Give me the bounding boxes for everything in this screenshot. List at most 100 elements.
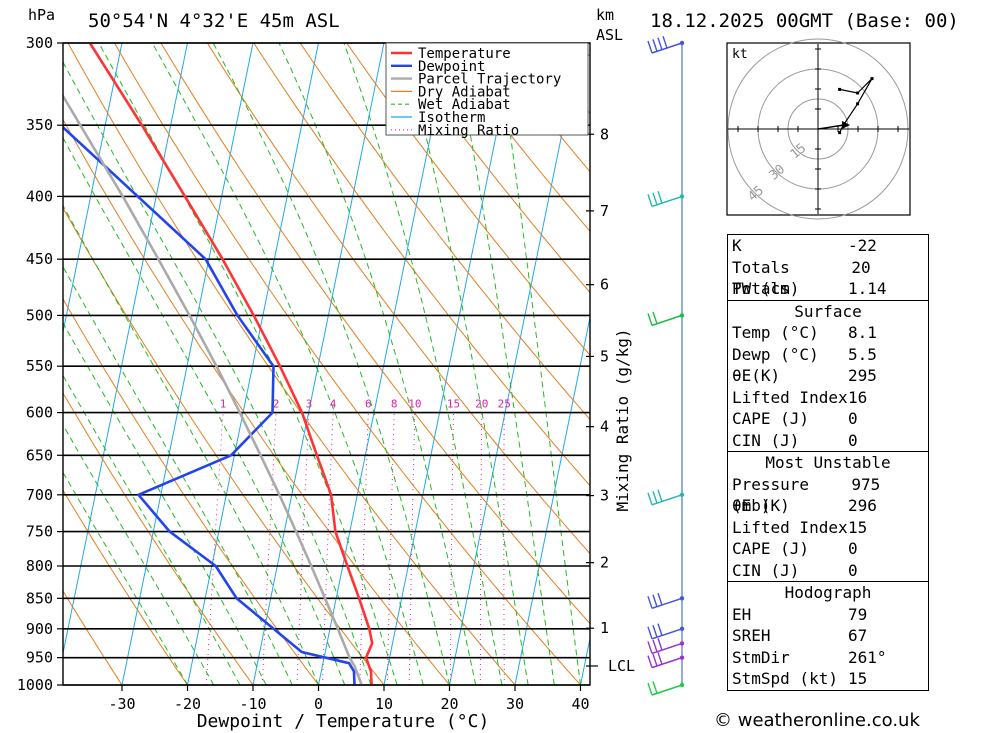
dry-adiabat-line xyxy=(299,43,590,421)
isotherm-line xyxy=(121,43,254,685)
mixing-ratio-line xyxy=(449,412,454,685)
mu-row: CAPE (J) 0 xyxy=(732,539,858,558)
mixing-ratio-label: 8 xyxy=(391,398,398,411)
hpa-unit: hPa xyxy=(28,6,56,24)
mixing-ratio-axis-label: Mixing Ratio (g/kg) xyxy=(613,328,632,511)
isotherm-line xyxy=(449,43,581,685)
most-unstable-title: Most Unstable xyxy=(728,451,928,474)
legend-entry: Mixing Ratio xyxy=(418,123,519,139)
index-k-row: K -22 xyxy=(732,236,877,255)
km-tick-label: 8 xyxy=(600,125,609,143)
surface-row: θE(K) 295 xyxy=(732,366,877,385)
pressure-tick-label: 400 xyxy=(26,187,53,205)
mixing-ratio-label: 15 xyxy=(447,398,460,411)
wind-barb xyxy=(647,35,685,54)
x-tick-label: 20 xyxy=(440,695,458,713)
dry-adiabat-line xyxy=(63,206,385,685)
mixing-ratio-label: 2 xyxy=(273,398,280,411)
pressure-tick-label: 900 xyxy=(26,620,53,638)
hodograph-point xyxy=(838,131,842,135)
credit-text[interactable]: © weatheronline.co.uk xyxy=(714,710,920,731)
mixing-ratio-label: 1 xyxy=(220,398,227,411)
mixing-ratio-line xyxy=(261,412,277,685)
location-title: 50°54'N 4°32'E 45m ASL xyxy=(88,10,340,32)
surface-row: Dewp (°C) 5.5 xyxy=(732,344,877,364)
mixing-ratio-label: 3 xyxy=(306,398,313,411)
x-tick-label: -20 xyxy=(174,695,201,713)
km-tick-label: 6 xyxy=(600,276,609,294)
surface-row: Temp (°C) 8.1 xyxy=(732,323,877,342)
mixing-ratio-label: 25 xyxy=(498,398,511,411)
hodograph-point xyxy=(841,123,845,127)
km-tick-label: 3 xyxy=(600,487,609,505)
hodograph-unit: kt xyxy=(732,47,748,62)
pressure-tick-label: 550 xyxy=(26,357,53,375)
km-tick-label: 1 xyxy=(600,619,609,637)
hodograph-arrowhead xyxy=(842,121,850,129)
dry-adiabat-line xyxy=(67,43,516,685)
dry-adiabat-line xyxy=(392,43,590,294)
dry-adiabat-line xyxy=(439,43,590,233)
wet-adiabat-line xyxy=(151,43,424,685)
legend-entry: Wet Adiabat xyxy=(418,97,511,113)
legend-entry: Dewpoint xyxy=(418,59,485,75)
pressure-tick-label: 950 xyxy=(26,649,53,667)
pressure-tick-label: 350 xyxy=(26,116,53,134)
wind-barb xyxy=(647,652,685,669)
hodo-row: EH 79 xyxy=(732,604,868,624)
index-pw-row: PW (cm) 1.14 xyxy=(732,279,887,298)
dry-adiabat-line xyxy=(63,489,188,685)
isotherm-line xyxy=(252,43,385,685)
indices-table: K -22 Totals Totals 20 PW (cm) 1.14 Surface… xyxy=(727,234,929,691)
km-unit: km xyxy=(596,6,615,24)
x-tick-label: 0 xyxy=(314,695,323,713)
mu-row: Pressure (mb) 975 xyxy=(732,474,881,516)
temperature-curve xyxy=(88,43,374,685)
pressure-tick-label: 300 xyxy=(26,34,53,52)
dry-adiabat-line xyxy=(950,43,1000,685)
pressure-tick-label: 600 xyxy=(26,404,53,422)
km-tick-label: 4 xyxy=(600,418,609,436)
mixing-ratio-line xyxy=(359,412,369,685)
wind-barb xyxy=(647,489,685,506)
wind-barb xyxy=(647,623,685,640)
x-tick-label: 40 xyxy=(571,695,589,713)
pressure-tick-label: 1000 xyxy=(17,676,53,694)
asl-unit: ASL xyxy=(596,26,624,44)
hodograph-point xyxy=(838,87,842,91)
dry-adiabat-line xyxy=(63,590,123,685)
mixing-ratio-label: 6 xyxy=(365,398,372,411)
dry-adiabat-line xyxy=(346,43,590,356)
km-tick-label: 5 xyxy=(600,347,609,365)
km-tick-label: 7 xyxy=(600,202,609,220)
x-tick-label: 10 xyxy=(375,695,393,713)
surface-row: Lifted Index 16 xyxy=(732,387,868,407)
legend-entry: Parcel Trajectory xyxy=(418,72,561,88)
hodograph-storm-motion xyxy=(817,124,845,130)
hodo-row: SREH 67 xyxy=(732,626,868,645)
isotherm-line xyxy=(187,43,319,685)
hodo-row: StmSpd (kt) 15 xyxy=(732,669,868,688)
isotherm-line xyxy=(383,43,516,685)
plot-frame xyxy=(62,42,591,686)
x-tick-label: -30 xyxy=(108,695,135,713)
index-totals-row: Totals Totals 20 xyxy=(732,257,871,299)
wet-adiabat-line xyxy=(63,204,319,685)
wind-barb xyxy=(647,681,685,696)
mu-row: θE (K) 296 xyxy=(732,496,877,515)
parcel-trajectory-curve xyxy=(63,93,363,685)
pressure-tick-label: 450 xyxy=(26,250,53,268)
mu-row: Lifted Index 15 xyxy=(732,517,868,537)
datetime-title: 18.12.2025 00GMT (Base: 00) xyxy=(650,10,959,32)
legend-box xyxy=(385,42,589,136)
hodograph-point xyxy=(856,102,860,106)
legend-entry: Isotherm xyxy=(418,110,485,126)
x-tick-label: 30 xyxy=(506,695,524,713)
dry-adiabat-line xyxy=(206,43,590,555)
dewpoint-curve xyxy=(63,125,356,685)
isotherm-line xyxy=(63,43,188,656)
pressure-tick-label: 500 xyxy=(26,306,53,324)
isotherm-line xyxy=(514,314,590,685)
